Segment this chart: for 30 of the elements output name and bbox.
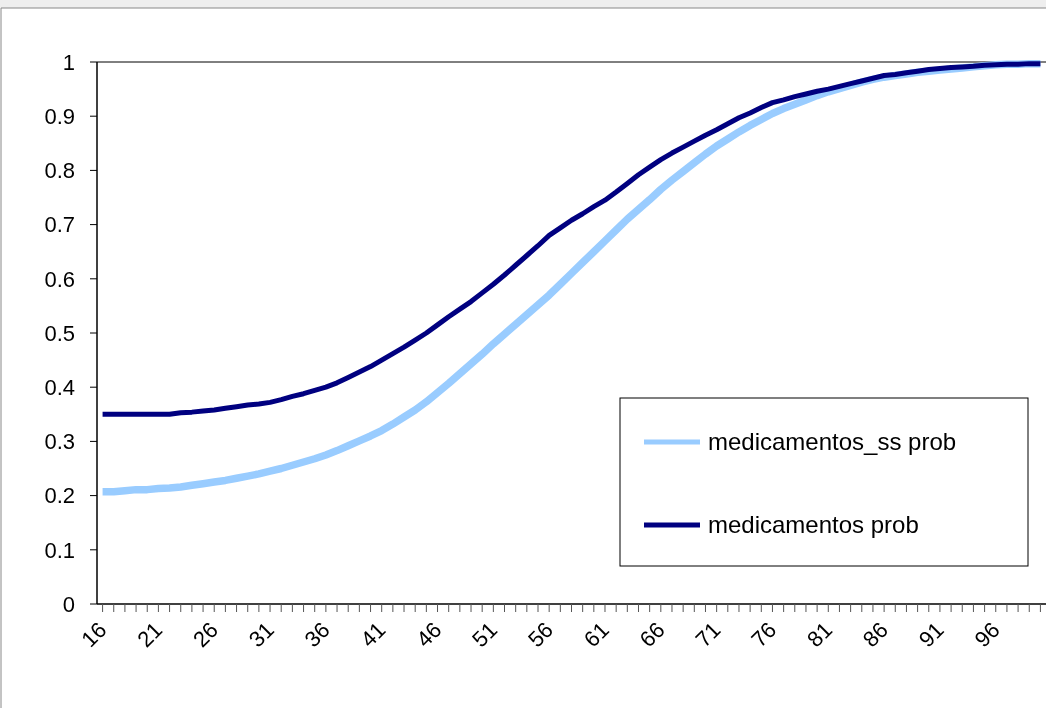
legend-label: medicamentos prob bbox=[708, 511, 919, 539]
x-tick-label: 86 bbox=[857, 617, 893, 653]
legend-label: medicamentos_ss prob bbox=[708, 428, 957, 456]
x-tick-label: 16 bbox=[76, 617, 112, 653]
x-tick-label: 66 bbox=[634, 617, 670, 653]
x-tick-label: 56 bbox=[523, 617, 559, 653]
y-tick-label: 0.7 bbox=[44, 212, 75, 238]
y-tick-label: 0.4 bbox=[44, 374, 75, 400]
y-tick-label: 0.1 bbox=[44, 537, 75, 563]
x-tick-label: 36 bbox=[299, 617, 335, 653]
x-tick-label: 31 bbox=[243, 617, 279, 653]
y-tick-label: 0.8 bbox=[44, 158, 75, 184]
y-tick-label: 1 bbox=[62, 49, 75, 75]
y-tick-label: 0.2 bbox=[44, 483, 75, 509]
y-tick-label: 0.5 bbox=[44, 320, 75, 346]
x-tick-label: 61 bbox=[578, 617, 614, 653]
x-tick-label: 71 bbox=[690, 617, 726, 653]
y-tick-label: 0 bbox=[62, 591, 75, 617]
y-tick-label: 0.3 bbox=[44, 429, 75, 455]
x-tick-label: 41 bbox=[355, 617, 391, 653]
x-tick-label: 46 bbox=[411, 617, 447, 653]
y-tick-label: 0.9 bbox=[44, 103, 75, 129]
x-tick-label: 91 bbox=[913, 617, 949, 653]
x-tick-label: 96 bbox=[969, 617, 1005, 653]
y-tick-label: 0.6 bbox=[44, 266, 75, 292]
x-tick-label: 76 bbox=[746, 617, 782, 653]
x-tick-label: 21 bbox=[132, 617, 168, 653]
x-tick-label: 51 bbox=[467, 617, 503, 653]
x-tick-label: 26 bbox=[188, 617, 224, 653]
x-tick-label: 81 bbox=[802, 617, 838, 653]
